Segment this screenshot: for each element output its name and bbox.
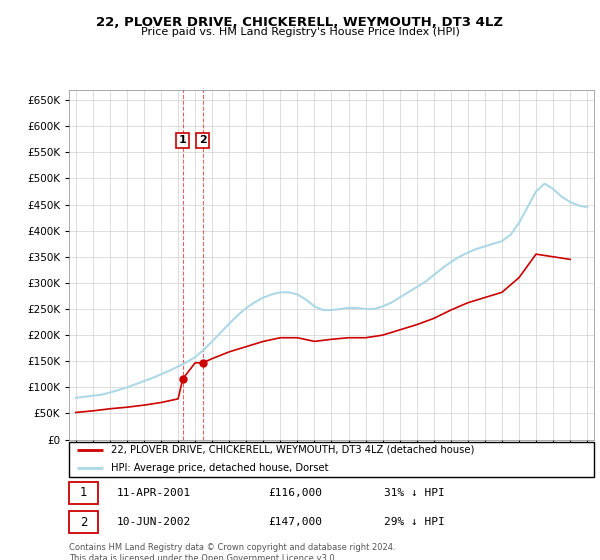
Text: 31% ↓ HPI: 31% ↓ HPI: [384, 488, 445, 498]
Text: HPI: Average price, detached house, Dorset: HPI: Average price, detached house, Dors…: [111, 463, 329, 473]
Text: 2: 2: [80, 516, 87, 529]
Text: 2: 2: [199, 136, 206, 146]
FancyBboxPatch shape: [69, 482, 98, 504]
Text: 10-JUN-2002: 10-JUN-2002: [116, 517, 191, 528]
Text: £147,000: £147,000: [269, 517, 323, 528]
Text: Contains HM Land Registry data © Crown copyright and database right 2024.
This d: Contains HM Land Registry data © Crown c…: [69, 543, 395, 560]
Text: 1: 1: [80, 486, 87, 500]
Text: 29% ↓ HPI: 29% ↓ HPI: [384, 517, 445, 528]
Text: £116,000: £116,000: [269, 488, 323, 498]
Text: Price paid vs. HM Land Registry's House Price Index (HPI): Price paid vs. HM Land Registry's House …: [140, 27, 460, 37]
Text: 22, PLOVER DRIVE, CHICKERELL, WEYMOUTH, DT3 4LZ: 22, PLOVER DRIVE, CHICKERELL, WEYMOUTH, …: [97, 16, 503, 29]
Text: 1: 1: [179, 136, 187, 146]
FancyBboxPatch shape: [69, 511, 98, 534]
Text: 22, PLOVER DRIVE, CHICKERELL, WEYMOUTH, DT3 4LZ (detached house): 22, PLOVER DRIVE, CHICKERELL, WEYMOUTH, …: [111, 445, 475, 455]
Text: 11-APR-2001: 11-APR-2001: [116, 488, 191, 498]
